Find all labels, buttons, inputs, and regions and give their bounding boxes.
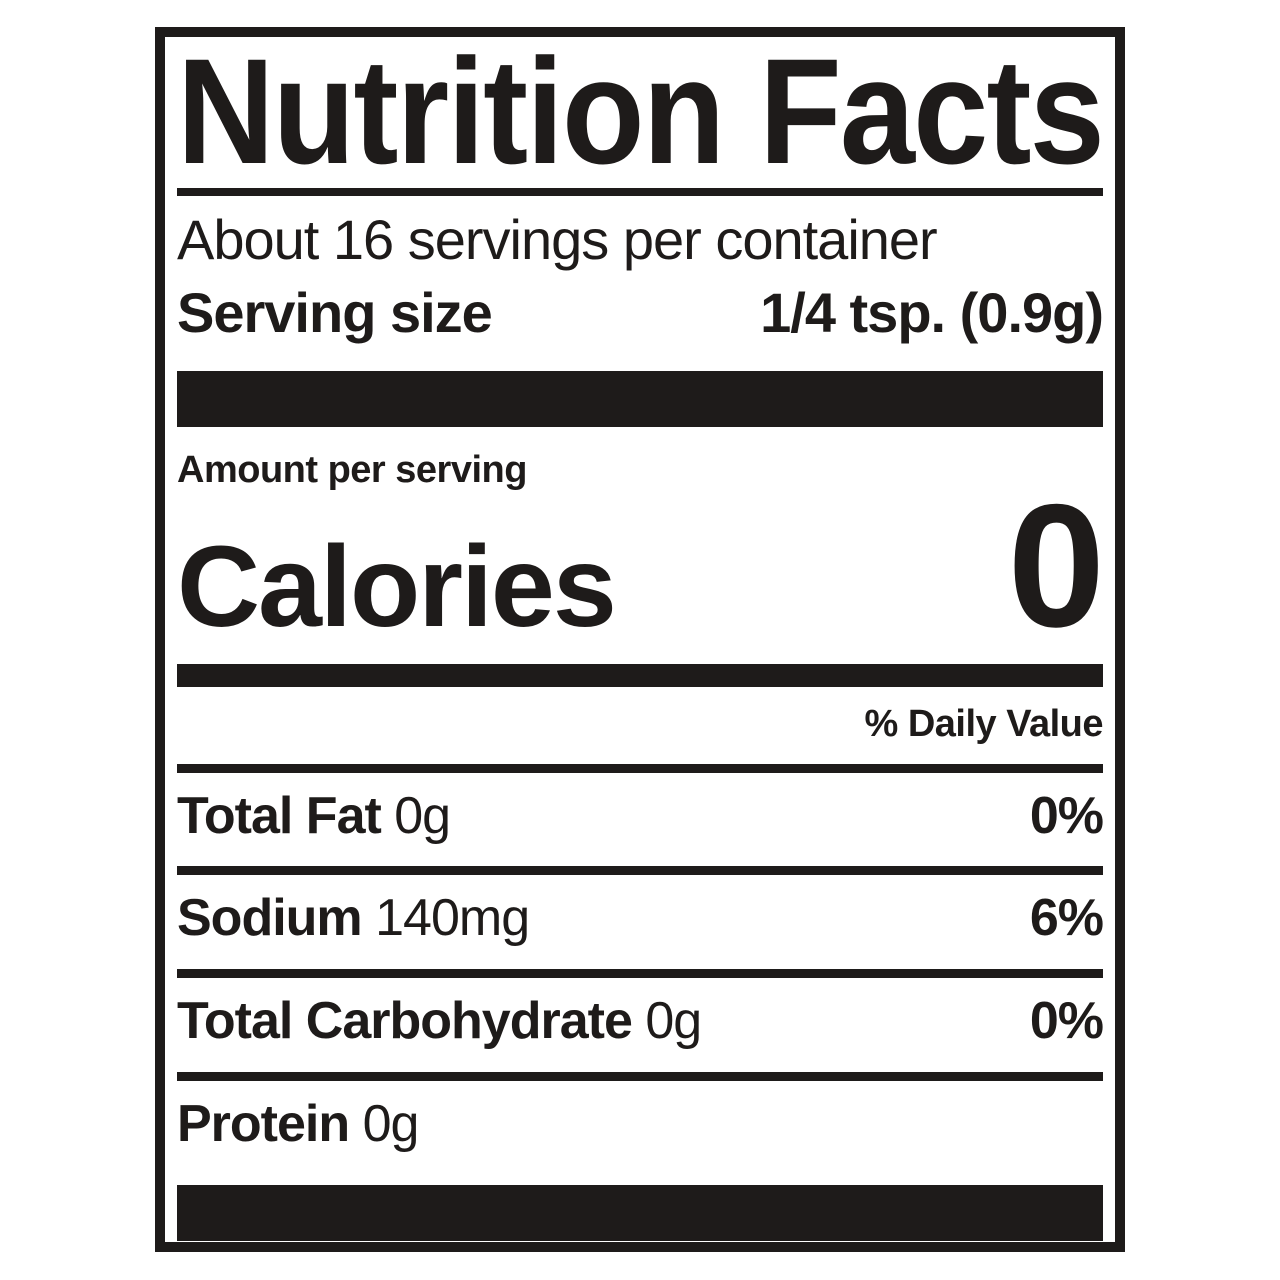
calories-row: Calories 0: [177, 469, 1105, 665]
serving-size-label: Serving size: [177, 280, 493, 344]
row-divider: [177, 1071, 1103, 1081]
nutrient-name: Total Carbohydrate: [177, 992, 633, 1051]
nutrient-text: Total Carbohydrate 0g: [177, 992, 702, 1052]
serving-size-value: 1/4 tsp. (0.9g): [760, 280, 1104, 344]
nutrient-row-sodium: Sodium 140mg 6%: [177, 875, 1104, 969]
nutrient-text: Protein 0g: [177, 1094, 420, 1155]
amount-per-serving-label: Amount per serving: [177, 449, 527, 492]
nutrient-text: Total Fat 0g: [177, 786, 451, 847]
title-divider: [177, 188, 1103, 196]
separator-bar-top: [177, 371, 1103, 428]
serving-size-row: Serving size 1/4 tsp. (0.9g): [177, 280, 1104, 345]
nutrient-name: Sodium: [177, 889, 363, 948]
nutrient-row-total-fat: Total Fat 0g 0%: [177, 773, 1104, 867]
nutrition-facts-label: Nutrition Facts About 16 servings per co…: [155, 27, 1125, 1252]
nutrient-dv: 0%: [1029, 992, 1104, 1051]
nutrient-dv: 0%: [1029, 786, 1104, 845]
row-divider: [177, 866, 1103, 876]
nutrient-dv: 6%: [1029, 889, 1104, 948]
calories-value: 0: [1007, 469, 1105, 665]
nutrient-amount: 140mg: [375, 889, 530, 948]
daily-value-header: % Daily Value: [864, 702, 1103, 745]
calories-label: Calories: [177, 523, 617, 652]
row-divider: [177, 969, 1103, 979]
nutrient-row-protein: Protein 0g: [177, 1081, 1103, 1175]
nutrient-name: Protein: [177, 1094, 350, 1153]
nutrient-amount: 0g: [394, 786, 451, 845]
nutrient-text: Sodium 140mg: [177, 889, 530, 949]
nutrient-row-total-carbohydrate: Total Carbohydrate 0g 0%: [177, 978, 1104, 1072]
daily-value-divider: [177, 763, 1103, 773]
nutrient-amount: 0g: [362, 1094, 420, 1153]
separator-bar-bottom: [177, 1184, 1103, 1241]
servings-per-container: About 16 servings per container: [177, 208, 938, 271]
nutrient-amount: 0g: [645, 992, 702, 1051]
calories-divider: [177, 663, 1103, 687]
nutrient-name: Total Fat: [177, 786, 382, 845]
label-title: Nutrition Facts: [177, 27, 1103, 195]
label-title-svg: Nutrition Facts: [177, 37, 1105, 195]
